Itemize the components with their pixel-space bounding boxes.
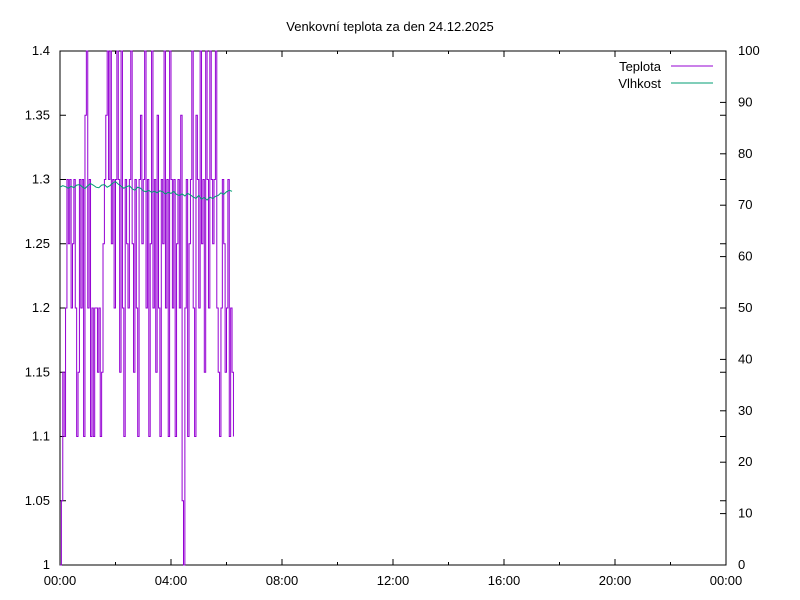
y2-tick-label: 30 [738, 403, 752, 418]
y-tick-label: 1 [43, 557, 50, 572]
x-tick-label: 00:00 [44, 573, 77, 588]
y-tick-label: 1.05 [25, 493, 50, 508]
y2-tick-label: 60 [738, 249, 752, 264]
y2-tick-label: 70 [738, 197, 752, 212]
y2-tick-label: 10 [738, 506, 752, 521]
x-tick-label: 20:00 [599, 573, 632, 588]
y-tick-label: 1.35 [25, 107, 50, 122]
y2-tick-label: 100 [738, 43, 760, 58]
x-tick-label: 08:00 [266, 573, 299, 588]
y2-tick-label: 50 [738, 300, 752, 315]
y-tick-label: 1.25 [25, 236, 50, 251]
y2-tick-label: 0 [738, 557, 745, 572]
chart-title: Venkovní teplota za den 24.12.2025 [286, 19, 493, 34]
y2-tick-label: 90 [738, 94, 752, 109]
legend-label-vlhkost: Vlhkost [618, 76, 661, 91]
y2-tick-label: 40 [738, 351, 752, 366]
series-line-teplota [60, 50, 234, 566]
x-tick-label: 04:00 [155, 573, 188, 588]
y2-tick-label: 20 [738, 454, 752, 469]
series-line-vlhkost [59, 180, 233, 201]
y-tick-label: 1.1 [32, 429, 50, 444]
x-tick-label: 12:00 [377, 573, 410, 588]
y-tick-label: 1.3 [32, 172, 50, 187]
y-tick-label: 1.2 [32, 300, 50, 315]
series-layer [59, 50, 234, 566]
tick-layer: 1 1.05 1.1 1.15 1.2 1.25 1.3 1.35 1.4 0 10 20 30 40 50… [25, 43, 760, 588]
y-tick-label: 1.4 [32, 43, 50, 58]
x-tick-label: 00:00 [710, 573, 743, 588]
x-tick-label: 16:00 [488, 573, 521, 588]
y-tick-label: 1.15 [25, 364, 50, 379]
legend: Teplota Vlhkost [618, 59, 713, 91]
y2-tick-label: 80 [738, 146, 752, 161]
legend-label-teplota: Teplota [619, 59, 662, 74]
